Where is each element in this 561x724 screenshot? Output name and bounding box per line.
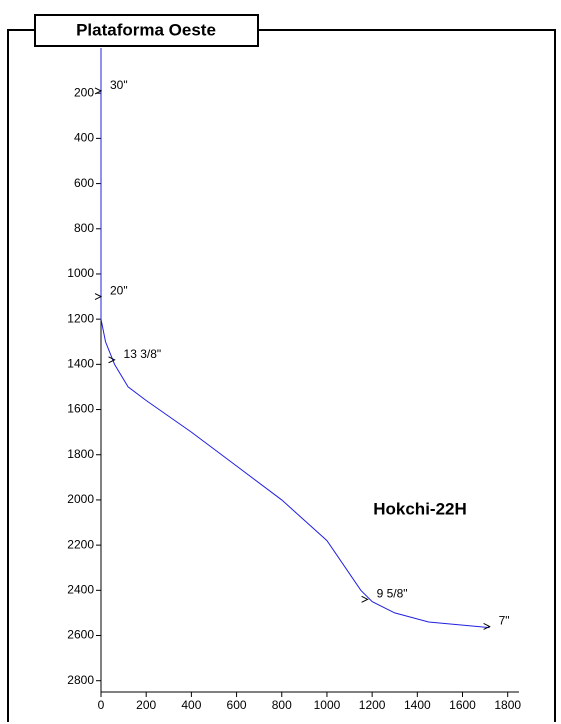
- casing-label: 30": [110, 78, 128, 92]
- y-tick-label: 2400: [67, 582, 94, 596]
- frame-left: [7, 29, 35, 722]
- plot: 2004006008001000120014001600180020002200…: [67, 48, 521, 712]
- x-tick-label: 1400: [404, 698, 431, 712]
- casing-marker: [94, 293, 103, 301]
- casing-marker: [94, 87, 103, 95]
- y-tick-label: 2200: [67, 537, 94, 551]
- x-tick-label: 400: [181, 698, 201, 712]
- x-tick-label: 0: [98, 698, 105, 712]
- x-tick-label: 200: [136, 698, 156, 712]
- casing-marker: [108, 356, 116, 364]
- casing-label: 9 5/8": [377, 587, 408, 601]
- title-box: [34, 14, 259, 47]
- x-tick-label: 1800: [494, 698, 521, 712]
- casing-label: 13 3/8": [124, 347, 162, 361]
- y-tick-label: 1000: [67, 266, 94, 280]
- y-tick-label: 800: [74, 221, 94, 235]
- y-tick-label: 2600: [67, 628, 94, 642]
- frame-right: [258, 29, 556, 722]
- y-tick-label: 600: [74, 176, 94, 190]
- x-tick-label: 1600: [449, 698, 476, 712]
- casing-label: 7": [499, 614, 510, 628]
- chart-title: Plataforma Oeste: [76, 20, 216, 39]
- y-tick-label: 2000: [67, 492, 94, 506]
- x-tick-label: 800: [272, 698, 292, 712]
- x-tick-label: 600: [227, 698, 247, 712]
- y-tick-label: 1800: [67, 447, 94, 461]
- y-tick-label: 400: [74, 131, 94, 145]
- y-tick-label: 1400: [67, 357, 94, 371]
- casing-label: 20": [110, 284, 128, 298]
- y-tick-label: 2800: [67, 673, 94, 687]
- y-tick-label: 1600: [67, 402, 94, 416]
- trajectory: [100, 48, 490, 629]
- y-tick-label: 200: [74, 85, 94, 99]
- well-label: Hokchi-22H: [373, 499, 467, 518]
- casing-marker: [361, 595, 369, 603]
- x-tick-label: 1000: [314, 698, 341, 712]
- casing-marker: [483, 623, 491, 630]
- y-tick-label: 1200: [67, 311, 94, 325]
- x-tick-label: 1200: [359, 698, 386, 712]
